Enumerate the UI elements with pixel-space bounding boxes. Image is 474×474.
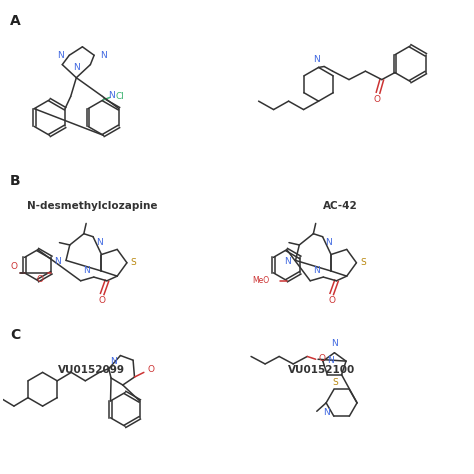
Text: O: O (328, 296, 335, 305)
Text: N: N (55, 257, 61, 266)
Text: O: O (374, 95, 381, 104)
Text: O: O (37, 275, 44, 284)
Text: S: S (332, 378, 337, 387)
Text: O: O (147, 365, 155, 374)
Text: B: B (10, 174, 20, 188)
Text: N: N (331, 339, 338, 348)
Text: N: N (328, 356, 334, 365)
Text: MeO: MeO (252, 276, 269, 285)
Text: N: N (313, 266, 319, 275)
Text: N: N (57, 51, 64, 60)
Text: N: N (73, 63, 80, 72)
Text: S: S (131, 258, 137, 267)
Text: AC-42: AC-42 (323, 201, 357, 211)
Text: N: N (108, 91, 115, 100)
Text: N: N (83, 266, 90, 275)
Text: N: N (96, 238, 102, 247)
Text: VU0152099: VU0152099 (58, 365, 125, 375)
Text: A: A (10, 15, 20, 28)
Text: N: N (284, 257, 291, 266)
Text: S: S (360, 258, 366, 267)
Text: N: N (325, 238, 332, 247)
Text: O: O (319, 354, 326, 363)
Text: O: O (10, 262, 17, 271)
Text: N: N (313, 55, 319, 64)
Text: N: N (110, 357, 118, 366)
Text: O: O (99, 296, 106, 305)
Text: N-desmethylclozapine: N-desmethylclozapine (27, 201, 157, 211)
Text: N: N (323, 409, 329, 418)
Text: VU0152100: VU0152100 (288, 365, 355, 375)
Text: C: C (10, 328, 20, 342)
Text: N: N (100, 51, 107, 60)
Text: Cl: Cl (116, 92, 125, 101)
